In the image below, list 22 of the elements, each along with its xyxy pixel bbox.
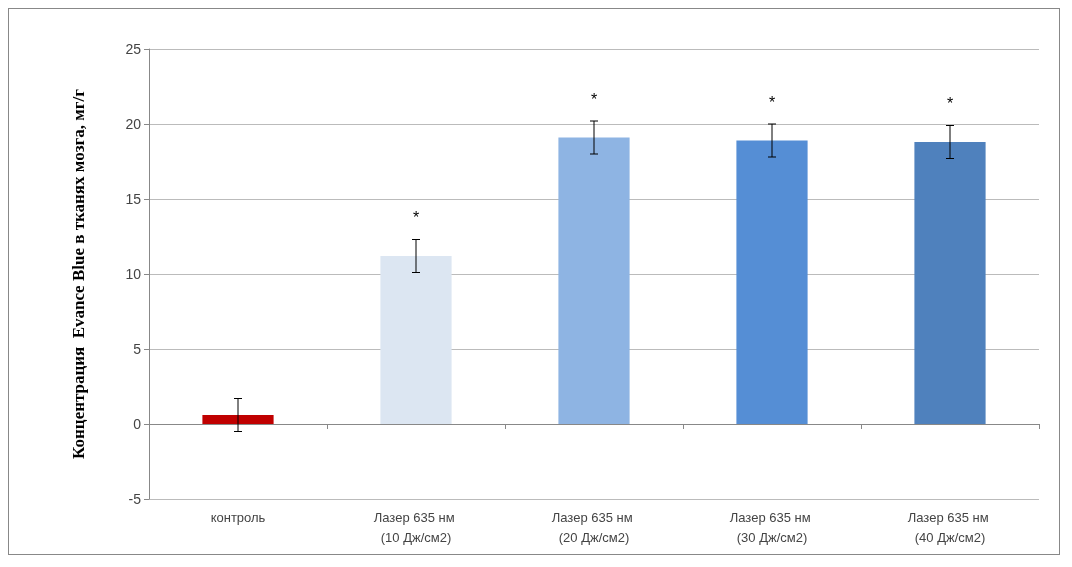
annotation: * [412,209,420,226]
bar [202,415,274,424]
x-tick-label: Лазер 635 нм (20 Дж/см2) [551,509,637,545]
bar [380,256,452,424]
x-tick-label: Лазер 635 нм (40 Дж/см2) [907,509,993,545]
x-tick-label: Лазер 635 нм (10 Дж/см2) [373,509,459,545]
y-tick-label: 15 [125,191,142,207]
bar [914,142,986,424]
bar [558,137,630,424]
annotation: * [946,95,954,112]
y-tick-label: 10 [125,266,142,282]
bar [736,140,808,424]
y-axis-title: Концентрация Evance Blue в тканях мозга, мг/г [68,88,88,459]
y-tick-label: 5 [133,341,142,357]
x-tick-label: Лазер 635 нм (30 Дж/см2) [729,509,815,545]
annotation: * [768,93,776,111]
y-tick-label: -5 [128,491,142,507]
y-tick-label: 20 [125,116,142,132]
x-tick-label: контроль [210,509,266,525]
annotation: * [590,90,598,108]
y-tick-label: 0 [133,416,142,432]
y-tick-label: 25 [125,41,142,57]
